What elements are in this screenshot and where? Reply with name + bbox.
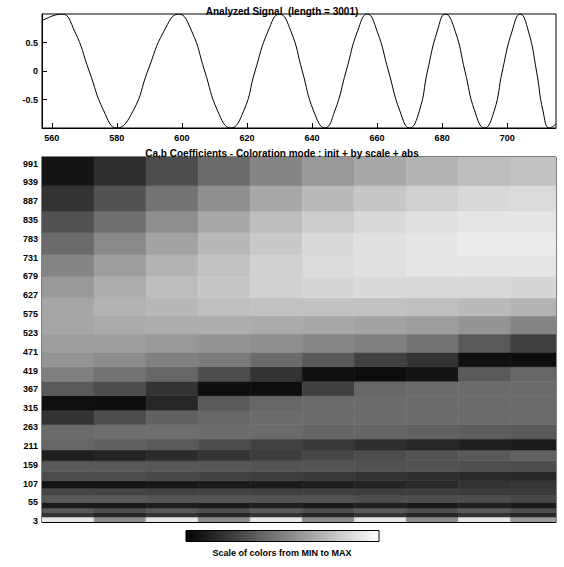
- svg-text:419: 419: [23, 366, 38, 376]
- svg-text:620: 620: [239, 133, 254, 143]
- svg-text:367: 367: [23, 384, 38, 394]
- svg-text:523: 523: [23, 328, 38, 338]
- svg-text:679: 679: [23, 271, 38, 281]
- svg-text:991: 991: [23, 159, 38, 169]
- svg-text:315: 315: [23, 403, 38, 413]
- svg-text:700: 700: [500, 133, 515, 143]
- svg-text:640: 640: [304, 133, 319, 143]
- svg-text:660: 660: [370, 133, 385, 143]
- svg-text:Ca,b Coefficients - Coloration: Ca,b Coefficients - Coloration mode : in…: [145, 148, 419, 159]
- svg-text:0.5: 0.5: [25, 38, 38, 48]
- svg-text:887: 887: [23, 196, 38, 206]
- svg-text:575: 575: [23, 309, 38, 319]
- svg-text:Scale of colors from MIN to MA: Scale of colors from MIN to MAX: [212, 548, 351, 558]
- svg-text:680: 680: [435, 133, 450, 143]
- svg-text:0: 0: [33, 66, 38, 76]
- svg-text:Analyzed Signal (length = 300: Analyzed Signal (length = 3001): [206, 6, 359, 17]
- svg-text:3: 3: [33, 516, 38, 526]
- svg-text:580: 580: [109, 133, 124, 143]
- svg-text:159: 159: [23, 460, 38, 470]
- svg-text:263: 263: [23, 422, 38, 432]
- svg-text:835: 835: [23, 215, 38, 225]
- svg-text:107: 107: [23, 479, 38, 489]
- svg-text:939: 939: [23, 177, 38, 187]
- svg-text:560: 560: [44, 133, 59, 143]
- svg-text:600: 600: [174, 133, 189, 143]
- svg-text:471: 471: [23, 347, 38, 357]
- svg-text:627: 627: [23, 290, 38, 300]
- svg-text:731: 731: [23, 253, 38, 263]
- svg-text:55: 55: [28, 497, 38, 507]
- svg-text:211: 211: [23, 441, 38, 451]
- svg-text:783: 783: [23, 234, 38, 244]
- svg-text:-0.5: -0.5: [22, 95, 38, 105]
